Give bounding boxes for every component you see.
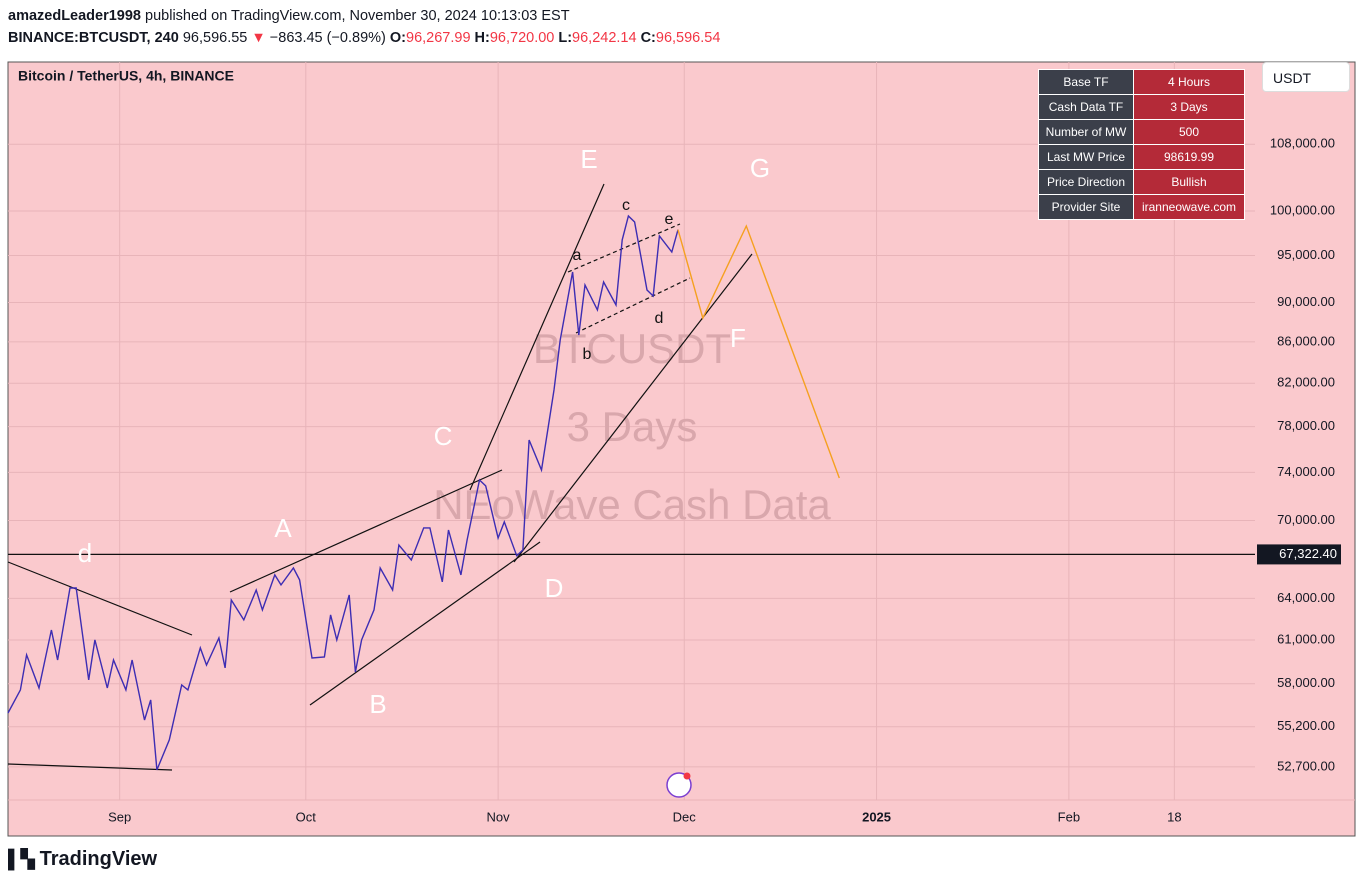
price-line-series bbox=[677, 224, 840, 479]
y-tick-label: 58,000.00 bbox=[1277, 675, 1335, 690]
change: −863.45 (−0.89%) bbox=[269, 30, 386, 46]
y-tick-label: 90,000.00 bbox=[1277, 294, 1335, 309]
event-dot bbox=[683, 772, 691, 780]
watermark: BTCUSDT bbox=[533, 325, 731, 372]
published: published on TradingView.com, November 3… bbox=[145, 8, 570, 24]
ohlc-value: 96,720.00 bbox=[489, 30, 555, 46]
wave-label: a bbox=[573, 247, 582, 264]
y-tick-label: 64,000.00 bbox=[1277, 590, 1335, 605]
x-tick-label: Sep bbox=[108, 809, 131, 824]
x-tick-label: 2025 bbox=[862, 809, 891, 824]
wave-label: F bbox=[730, 323, 746, 353]
ohlc-value: 96,242.14 bbox=[572, 30, 637, 46]
y-tick-label: 61,000.00 bbox=[1277, 631, 1335, 646]
last-price: 96,596.55 bbox=[182, 30, 248, 46]
table-key: Provider Site bbox=[1038, 194, 1134, 220]
table-value: 98619.99 bbox=[1133, 144, 1245, 170]
event-icon[interactable] bbox=[666, 772, 692, 798]
y-tick-label: 74,000.00 bbox=[1277, 464, 1335, 479]
wave-label: d bbox=[655, 310, 664, 327]
y-tick-label: 95,000.00 bbox=[1277, 247, 1335, 262]
header-line-2: BINANCE:BTCUSDT, 240 96,596.55 ▼ −863.45… bbox=[8, 30, 724, 46]
table-row: Provider Site iranneowave.com bbox=[1038, 194, 1245, 220]
y-tick-label: 70,000.00 bbox=[1277, 512, 1335, 527]
wave-label: c bbox=[622, 197, 630, 214]
wave-label: G bbox=[750, 153, 770, 183]
ohlc-label: H: bbox=[474, 30, 490, 46]
wave-label: E bbox=[580, 144, 597, 174]
wave-label: B bbox=[369, 689, 386, 719]
info-table: Base TF 4 Hours Cash Data TF 3 Days Number o… bbox=[1038, 69, 1245, 220]
y-tick-label: 55,200.00 bbox=[1277, 718, 1335, 733]
table-value: Bullish bbox=[1133, 169, 1245, 195]
header-line-1: amazedLeader1998 published on TradingVie… bbox=[8, 8, 570, 24]
table-value: iranneowave.com bbox=[1133, 194, 1245, 220]
watermark: 3 Days bbox=[567, 403, 698, 450]
y-tick-label: 52,700.00 bbox=[1277, 758, 1335, 773]
wave-label: e bbox=[665, 211, 674, 228]
wave-label: d bbox=[78, 538, 92, 568]
table-key: Base TF bbox=[1038, 69, 1134, 95]
table-key: Number of MW bbox=[1038, 119, 1134, 145]
table-key: Price Direction bbox=[1038, 169, 1134, 195]
logo: ▌▚ TradingView bbox=[8, 848, 158, 870]
x-tick-label: 18 bbox=[1167, 809, 1181, 824]
y-tick-label: 82,000.00 bbox=[1277, 375, 1335, 390]
wave-label: D bbox=[545, 573, 564, 603]
table-row: Base TF 4 Hours bbox=[1038, 69, 1245, 95]
y-tick-label: 78,000.00 bbox=[1277, 418, 1335, 433]
y-tick-label: 86,000.00 bbox=[1277, 333, 1335, 348]
author: amazedLeader1998 bbox=[8, 8, 141, 24]
price-label: 67,322.40 bbox=[1279, 546, 1337, 561]
wave-label: b bbox=[583, 346, 592, 363]
table-key: Last MW Price bbox=[1038, 144, 1134, 170]
ohlc: O:96,267.99 H:96,720.00 L:96,242.14 C:96,59… bbox=[390, 30, 724, 46]
y-tick-label: 100,000.00 bbox=[1270, 202, 1335, 217]
symbol: BINANCE:BTCUSDT, 240 bbox=[8, 30, 179, 46]
price-label-bg bbox=[1257, 544, 1341, 565]
ohlc-label: O: bbox=[389, 30, 407, 46]
table-row: Cash Data TF 3 Days bbox=[1038, 94, 1245, 120]
table-row: Number of MW 500 bbox=[1038, 119, 1245, 145]
ohlc-label: L: bbox=[558, 30, 573, 46]
wave-label: A bbox=[274, 513, 292, 543]
x-tick-label: Oct bbox=[296, 809, 317, 824]
price-line-series bbox=[7, 214, 679, 771]
chart-title: Bitcoin / TetherUS, 4h, BINANCE bbox=[18, 68, 234, 84]
table-value: 4 Hours bbox=[1133, 69, 1245, 95]
table-value: 500 bbox=[1133, 119, 1245, 145]
table-row: Last MW Price 98619.99 bbox=[1038, 144, 1245, 170]
logo-text: TradingView bbox=[39, 848, 158, 870]
table-row: Price Direction Bullish bbox=[1038, 169, 1245, 195]
wave-label: C bbox=[434, 421, 453, 451]
currency-button[interactable]: USDT bbox=[1262, 62, 1350, 92]
ohlc-label: C: bbox=[640, 30, 656, 46]
table-value: 3 Days bbox=[1133, 94, 1245, 120]
trend-lines bbox=[7, 183, 753, 771]
table-key: Cash Data TF bbox=[1038, 94, 1134, 120]
x-tick-label: Feb bbox=[1058, 809, 1080, 824]
watermark: NEoWave Cash Data bbox=[433, 481, 831, 528]
ohlc-value: 96,267.99 bbox=[406, 30, 471, 46]
x-tick-label: Dec bbox=[673, 809, 697, 824]
y-tick-label: 108,000.00 bbox=[1270, 136, 1335, 151]
ohlc-value: 96,596.54 bbox=[655, 30, 721, 46]
x-tick-label: Nov bbox=[487, 809, 511, 824]
